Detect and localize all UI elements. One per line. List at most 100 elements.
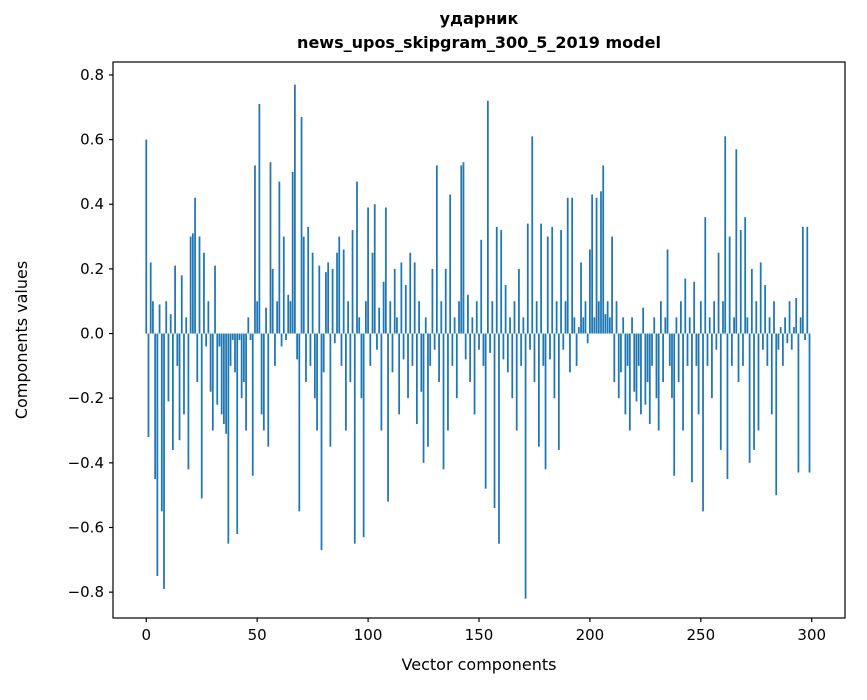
- bar: [353, 333, 356, 544]
- bar: [522, 317, 525, 334]
- bar: [325, 272, 327, 334]
- bar: [808, 333, 811, 473]
- bar: [795, 297, 798, 334]
- bar: [358, 317, 361, 334]
- bar: [438, 333, 440, 383]
- bar: [453, 317, 456, 334]
- bar: [338, 236, 341, 334]
- bar: [793, 327, 795, 334]
- bar: [409, 252, 412, 334]
- bar: [247, 317, 250, 334]
- bar: [271, 268, 274, 334]
- bar: [196, 333, 199, 383]
- bar: [475, 301, 478, 334]
- bar: [211, 333, 214, 431]
- bar: [282, 236, 285, 334]
- bar: [502, 333, 505, 360]
- bar: [464, 333, 467, 360]
- bar: [367, 207, 369, 334]
- bar: [407, 333, 409, 399]
- bar: [254, 165, 256, 334]
- bar: [484, 333, 487, 489]
- bar: [542, 333, 545, 366]
- bar: [194, 197, 196, 334]
- bar: [515, 333, 518, 431]
- bar: [154, 333, 157, 479]
- bar: [653, 317, 656, 334]
- bar: [724, 136, 727, 334]
- bar: [149, 262, 152, 334]
- bar: [575, 333, 578, 366]
- bar: [160, 333, 163, 512]
- bar: [280, 333, 283, 347]
- bar: [655, 333, 658, 399]
- bar: [380, 333, 383, 431]
- bar: [782, 333, 784, 366]
- bar: [178, 333, 181, 441]
- bar: [788, 301, 791, 334]
- bar: [797, 333, 800, 473]
- bar: [711, 333, 713, 399]
- bar: [644, 333, 647, 405]
- bar: [418, 301, 420, 334]
- bar: [231, 333, 234, 340]
- bar: [635, 333, 638, 402]
- bar: [340, 333, 343, 366]
- bar: [351, 230, 354, 334]
- bar: [156, 333, 159, 576]
- bar: [757, 333, 760, 431]
- bar: [158, 304, 161, 334]
- bar: [768, 317, 771, 334]
- bar: [422, 333, 425, 463]
- bar: [615, 301, 618, 334]
- bar: [722, 301, 724, 334]
- bar: [735, 149, 738, 334]
- bar: [715, 333, 718, 350]
- bar: [369, 333, 372, 366]
- bar: [679, 301, 682, 334]
- bar: [648, 333, 651, 425]
- bar: [174, 265, 176, 334]
- bar: [535, 301, 538, 334]
- bar: [413, 262, 416, 334]
- bar: [382, 281, 385, 334]
- bar: [500, 230, 503, 334]
- bar: [433, 333, 436, 350]
- bar: [318, 265, 321, 334]
- bar: [573, 317, 576, 334]
- bar: [566, 197, 569, 334]
- bar: [320, 333, 323, 551]
- bar: [719, 333, 722, 450]
- bar: [682, 333, 684, 431]
- bar: [364, 301, 367, 334]
- bar: [686, 333, 689, 366]
- bar: [249, 333, 252, 340]
- bar: [577, 327, 580, 334]
- bar: [562, 333, 565, 350]
- bar: [691, 333, 693, 483]
- bar: [637, 333, 640, 366]
- bar: [491, 301, 494, 334]
- bar: [200, 333, 203, 499]
- bar: [411, 333, 414, 366]
- bar: [189, 236, 192, 334]
- bar: [220, 333, 223, 415]
- bar: [675, 317, 678, 334]
- bar: [287, 294, 290, 334]
- bar: [260, 333, 263, 415]
- y-tick-label: −0.4: [68, 454, 104, 472]
- bar: [229, 333, 232, 366]
- bar: [216, 333, 219, 405]
- bar: [269, 162, 272, 334]
- bar: [613, 333, 616, 383]
- bar: [759, 262, 762, 334]
- bar: [218, 333, 221, 347]
- bar: [238, 333, 241, 340]
- bar: [584, 301, 587, 334]
- x-tick-label: 150: [465, 626, 494, 644]
- bar: [467, 294, 469, 334]
- bar: [486, 100, 489, 334]
- bar: [356, 181, 358, 334]
